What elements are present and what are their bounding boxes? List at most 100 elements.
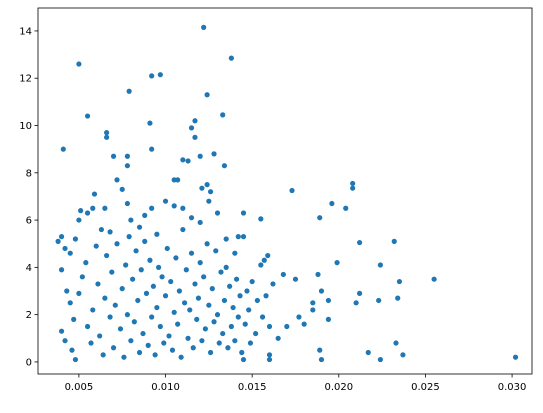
point bbox=[183, 267, 189, 273]
point bbox=[237, 293, 243, 299]
point bbox=[171, 309, 177, 315]
point bbox=[400, 352, 406, 358]
point bbox=[209, 286, 215, 292]
point bbox=[175, 321, 181, 327]
point bbox=[201, 24, 207, 30]
point bbox=[136, 224, 143, 230]
point bbox=[58, 267, 65, 273]
point bbox=[175, 177, 181, 183]
point bbox=[58, 234, 65, 240]
point bbox=[90, 205, 96, 211]
point bbox=[136, 349, 143, 356]
point bbox=[356, 290, 363, 296]
point bbox=[192, 281, 198, 287]
point bbox=[138, 267, 144, 273]
point bbox=[197, 260, 203, 266]
point bbox=[240, 210, 247, 216]
point bbox=[162, 198, 169, 204]
y-tick-label: 2 bbox=[26, 310, 32, 321]
point bbox=[197, 153, 203, 159]
point bbox=[102, 205, 108, 211]
point bbox=[228, 55, 234, 61]
point bbox=[275, 335, 281, 341]
point bbox=[266, 323, 273, 330]
point bbox=[149, 205, 155, 211]
y-tick-label: 6 bbox=[26, 216, 32, 227]
point bbox=[162, 293, 169, 299]
point bbox=[124, 153, 131, 159]
point bbox=[78, 208, 84, 214]
point bbox=[325, 316, 332, 322]
x-tick-label: 0.010 bbox=[151, 382, 180, 393]
point bbox=[102, 295, 108, 301]
point bbox=[114, 241, 120, 247]
point bbox=[91, 191, 98, 197]
point bbox=[263, 293, 269, 299]
point bbox=[69, 347, 75, 353]
point bbox=[62, 338, 68, 344]
point bbox=[79, 274, 85, 280]
point bbox=[154, 304, 160, 311]
point bbox=[221, 163, 228, 169]
point bbox=[201, 274, 207, 280]
point bbox=[202, 326, 208, 332]
point bbox=[396, 278, 403, 285]
point bbox=[221, 297, 228, 304]
point bbox=[376, 297, 382, 304]
point bbox=[225, 345, 231, 351]
point bbox=[126, 88, 132, 94]
point bbox=[318, 356, 325, 363]
y-tick-label: 8 bbox=[26, 168, 32, 179]
point bbox=[84, 323, 91, 330]
point bbox=[280, 271, 286, 278]
point bbox=[206, 302, 212, 308]
point bbox=[214, 312, 221, 318]
point bbox=[173, 255, 179, 261]
point bbox=[154, 231, 160, 237]
point bbox=[180, 205, 186, 211]
point bbox=[72, 236, 79, 242]
point bbox=[178, 354, 184, 360]
point bbox=[157, 72, 163, 78]
point bbox=[211, 319, 217, 325]
point bbox=[93, 243, 99, 249]
x-tick-label: 0.030 bbox=[498, 382, 527, 393]
point bbox=[104, 130, 110, 136]
y-tick-label: 14 bbox=[19, 26, 32, 37]
point bbox=[512, 354, 519, 360]
point bbox=[242, 321, 248, 327]
point bbox=[235, 314, 241, 320]
point bbox=[128, 217, 134, 223]
point bbox=[194, 316, 200, 322]
point bbox=[227, 283, 233, 289]
point bbox=[310, 307, 316, 313]
point bbox=[62, 245, 68, 252]
point bbox=[71, 316, 77, 322]
point bbox=[310, 300, 316, 306]
point bbox=[207, 349, 214, 356]
point bbox=[109, 269, 115, 275]
y-tick-label: 0 bbox=[26, 357, 32, 368]
point bbox=[377, 356, 383, 363]
point bbox=[171, 203, 177, 209]
point bbox=[185, 158, 191, 164]
point bbox=[114, 177, 120, 183]
point bbox=[142, 238, 148, 244]
x-tick-label: 0.020 bbox=[324, 382, 353, 393]
point bbox=[152, 352, 158, 358]
point bbox=[169, 347, 176, 353]
point bbox=[135, 297, 141, 304]
point bbox=[188, 215, 195, 221]
point bbox=[88, 340, 94, 346]
point bbox=[232, 338, 238, 344]
point bbox=[67, 300, 73, 306]
point bbox=[259, 314, 266, 320]
point bbox=[228, 323, 234, 330]
point bbox=[240, 234, 247, 240]
point bbox=[325, 297, 332, 304]
point bbox=[296, 314, 302, 320]
point bbox=[110, 345, 117, 351]
point bbox=[180, 226, 186, 233]
point bbox=[124, 312, 131, 318]
